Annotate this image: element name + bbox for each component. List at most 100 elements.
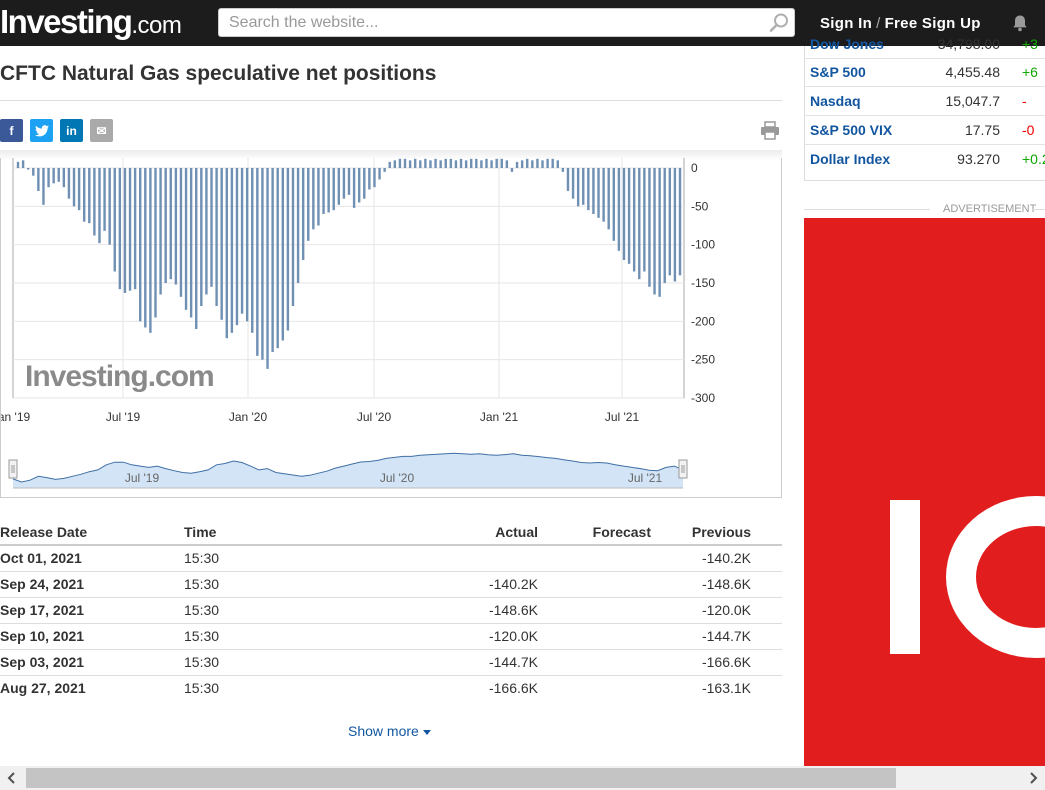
- chart-bar: [301, 168, 305, 260]
- ad-label: ADVERTISEMENT: [943, 203, 1037, 215]
- cell-date: Aug 27, 2021: [0, 680, 86, 696]
- chart-bar: [52, 168, 55, 184]
- sign-up-link[interactable]: Free Sign Up: [884, 15, 981, 32]
- email-share-button[interactable]: ✉: [90, 119, 113, 142]
- chart-bar: [556, 160, 559, 168]
- quote-row[interactable]: Dow Jones 34,798.00 +3: [805, 30, 1045, 59]
- chart-bar: [77, 168, 81, 211]
- chart-bar: [587, 168, 590, 211]
- sign-in-link[interactable]: Sign In: [820, 15, 873, 32]
- chart-bar: [393, 160, 397, 168]
- chart-bar: [225, 168, 228, 339]
- x-tick-label: Jan '19: [1, 410, 30, 424]
- quote-name[interactable]: Dow Jones: [810, 36, 884, 52]
- header-previous[interactable]: Previous: [691, 524, 751, 540]
- ig-advertisement[interactable]: [804, 218, 1045, 766]
- print-icon[interactable]: [760, 121, 780, 140]
- cell-time: 15:30: [184, 602, 220, 618]
- chart-bar: [597, 168, 600, 218]
- chart-bar: [159, 168, 162, 295]
- caret-down-icon: [422, 729, 431, 735]
- chart-bar: [531, 160, 534, 168]
- chart-bar: [526, 158, 529, 168]
- title-divider: [0, 100, 782, 101]
- quote-row[interactable]: S&P 500 VIX 17.75 -0: [805, 116, 1045, 145]
- facebook-share-button[interactable]: f: [0, 119, 23, 142]
- chart-bar: [230, 168, 234, 333]
- chart-bar: [307, 168, 310, 241]
- header-release-date[interactable]: Release Date: [0, 524, 88, 540]
- chart-bar: [256, 168, 259, 356]
- chart-bar: [179, 168, 183, 297]
- chart-bar: [622, 168, 626, 260]
- twitter-share-button[interactable]: [30, 119, 53, 142]
- cell-actual: -120.0K: [488, 628, 538, 644]
- chart-bar: [378, 168, 381, 180]
- quote-row[interactable]: Dollar Index 93.270 +0.2: [805, 145, 1045, 174]
- navigator-label: Jul '19: [125, 471, 160, 485]
- chart-bar: [403, 158, 407, 168]
- chart-bar: [215, 168, 218, 306]
- cell-date: Sep 10, 2021: [0, 628, 85, 644]
- chart-bar: [383, 168, 386, 172]
- chart-bar: [103, 168, 106, 231]
- chart-bar: [42, 168, 45, 205]
- navigator-handle[interactable]: [678, 459, 688, 479]
- cell-time: 15:30: [184, 680, 220, 696]
- table-row: Oct 01, 2021 15:30 -140.2K: [0, 546, 782, 572]
- chart-bar: [408, 160, 412, 168]
- quote-name[interactable]: S&P 500: [810, 64, 866, 80]
- logo-text: Investing: [0, 3, 133, 40]
- chart-bar: [108, 168, 111, 245]
- x-tick-label: Jan '20: [229, 410, 268, 424]
- header-forecast[interactable]: Forecast: [592, 524, 651, 540]
- bell-icon[interactable]: [1011, 14, 1029, 32]
- cell-date: Oct 01, 2021: [0, 550, 82, 566]
- cell-time: 15:30: [184, 654, 220, 670]
- quote-row[interactable]: Nasdaq 15,047.7 -: [805, 87, 1045, 116]
- search-input[interactable]: [229, 13, 759, 33]
- history-table: Release Date Time Actual Forecast Previo…: [0, 520, 782, 702]
- chart-bar: [368, 168, 371, 190]
- scroll-right-icon[interactable]: [1025, 770, 1041, 786]
- quote-name[interactable]: Dollar Index: [810, 151, 891, 167]
- chart-bar: [251, 168, 254, 333]
- scroll-left-icon[interactable]: [4, 770, 20, 786]
- show-more-link[interactable]: Show more: [348, 723, 431, 739]
- quote-name[interactable]: S&P 500 VIX: [810, 122, 893, 138]
- linkedin-share-button[interactable]: in: [60, 119, 83, 142]
- header-time[interactable]: Time: [184, 524, 217, 540]
- quote-name[interactable]: Nasdaq: [810, 93, 861, 109]
- scrollbar-thumb[interactable]: [26, 768, 896, 788]
- quote-row[interactable]: S&P 500 4,455.48 +6: [805, 58, 1045, 87]
- chart-bar: [510, 168, 514, 172]
- horizontal-scrollbar[interactable]: [0, 766, 1045, 790]
- chart-bar: [464, 160, 468, 168]
- top-bar: Investing.com Sign In/Free Sign Up: [0, 0, 1045, 46]
- table-row: Sep 24, 2021 15:30 -140.2K -148.6K: [0, 572, 782, 598]
- chart-bar: [312, 168, 315, 230]
- chart-bar: [632, 168, 636, 272]
- ad-divider: [1032, 209, 1045, 210]
- chart-bar: [449, 158, 453, 168]
- chart-bar: [607, 168, 610, 230]
- chart-bar: [174, 168, 178, 285]
- table-row: Sep 17, 2021 15:30 -148.6K -120.0K: [0, 598, 782, 624]
- chart-bar: [88, 168, 91, 224]
- chart-bar: [363, 168, 366, 199]
- chart-bar: [373, 168, 376, 188]
- chart-bar: [291, 168, 295, 306]
- y-tick-label: -150: [691, 276, 715, 290]
- search-icon[interactable]: [768, 12, 790, 34]
- chart-bar: [337, 168, 341, 205]
- chart-bar: [133, 168, 137, 290]
- chart-bar: [271, 168, 274, 352]
- site-logo[interactable]: Investing.com: [0, 2, 182, 46]
- header-actual[interactable]: Actual: [495, 524, 538, 540]
- chart-bar: [154, 168, 157, 318]
- table-header: Release Date Time Actual Forecast Previo…: [0, 520, 782, 546]
- chart-bar: [592, 168, 595, 214]
- bar-chart[interactable]: 0 -50 -100 -150 -200 -250 -300 Jan '19 Jul '19 Ja…: [1, 158, 783, 498]
- quote-change: +6: [1022, 64, 1038, 80]
- navigator-handle[interactable]: [8, 459, 18, 479]
